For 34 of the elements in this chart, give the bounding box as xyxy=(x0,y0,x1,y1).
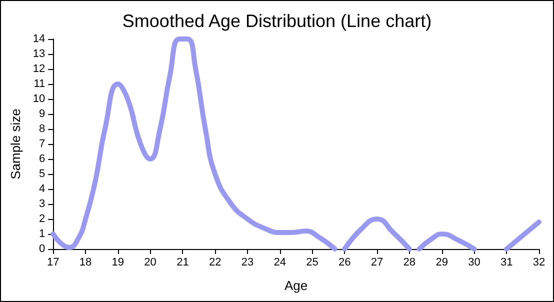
x-tick-label: 31 xyxy=(500,256,513,268)
x-tick-label: 28 xyxy=(403,256,416,268)
x-tick-label: 22 xyxy=(208,256,222,268)
y-tick-label: 1 xyxy=(39,228,46,240)
y-tick-label: 14 xyxy=(32,33,46,45)
x-tick-label: 21 xyxy=(176,256,189,268)
y-tick-label: 2 xyxy=(39,213,46,225)
y-tick-label: 7 xyxy=(39,138,46,150)
x-tick-label: 27 xyxy=(370,256,384,268)
y-tick-label: 12 xyxy=(32,63,46,75)
x-tick-label: 25 xyxy=(306,256,318,268)
x-tick-label: 17 xyxy=(47,256,60,268)
x-tick-label: 24 xyxy=(274,256,286,268)
y-tick-label: 10 xyxy=(32,93,46,105)
y-tick-label: 0 xyxy=(39,243,46,255)
x-tick-label: 26 xyxy=(338,256,351,268)
y-tick-label: 5 xyxy=(39,168,46,180)
x-tick-label: 29 xyxy=(436,256,448,268)
x-tick-label: 18 xyxy=(79,256,92,268)
x-tick-label: 30 xyxy=(468,256,480,268)
y-tick-label: 11 xyxy=(34,78,46,90)
x-tick-label: 32 xyxy=(532,256,546,268)
x-tick-label: 19 xyxy=(112,256,124,268)
chart-title: Smoothed Age Distribution (Line chart) xyxy=(122,11,432,31)
y-tick-label: 3 xyxy=(39,198,46,210)
y-tick-label: 4 xyxy=(39,183,46,195)
y-tick-label: 8 xyxy=(39,123,46,135)
y-tick-label: 6 xyxy=(39,153,46,165)
y-axis-title: Sample size xyxy=(8,108,23,180)
y-tick-label: 13 xyxy=(32,48,46,60)
x-tick-label: 20 xyxy=(144,256,156,268)
x-axis-title: Age xyxy=(284,278,308,293)
x-tick-label: 23 xyxy=(241,256,254,268)
y-tick-label: 9 xyxy=(39,108,46,120)
